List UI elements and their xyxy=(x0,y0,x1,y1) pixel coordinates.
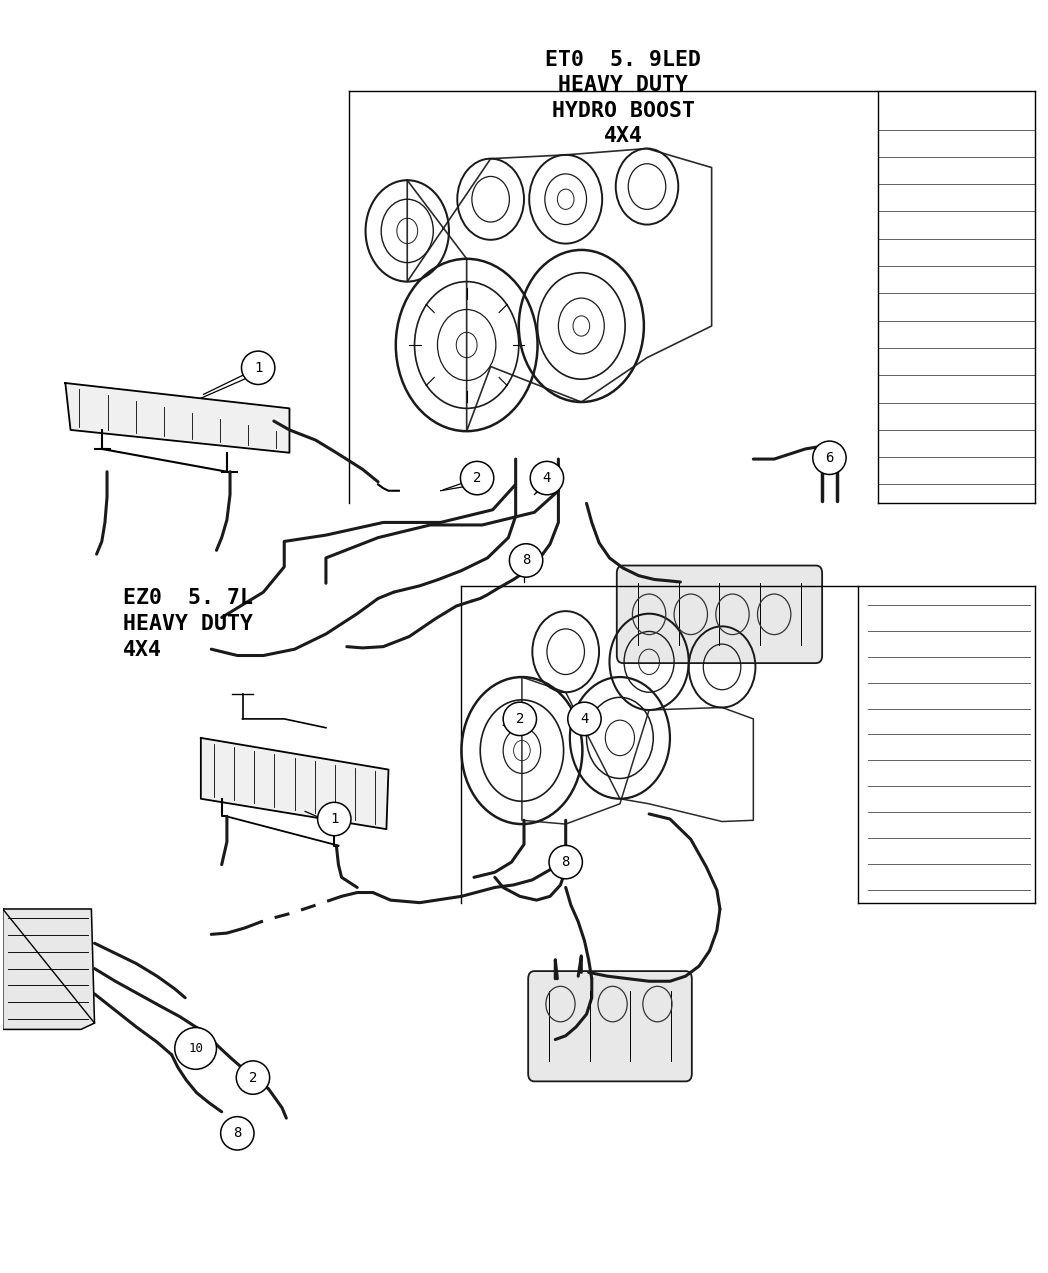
Polygon shape xyxy=(65,383,289,453)
FancyBboxPatch shape xyxy=(528,971,692,1081)
Polygon shape xyxy=(3,909,94,1030)
FancyBboxPatch shape xyxy=(461,586,1034,903)
Ellipse shape xyxy=(460,461,494,495)
Text: 10: 10 xyxy=(189,1041,203,1055)
Ellipse shape xyxy=(549,845,583,878)
FancyBboxPatch shape xyxy=(617,565,822,663)
Ellipse shape xyxy=(503,703,537,736)
Text: 4: 4 xyxy=(581,712,589,726)
Text: 6: 6 xyxy=(825,451,833,465)
Text: 8: 8 xyxy=(233,1127,241,1141)
Text: 2: 2 xyxy=(473,471,481,485)
Text: EZ0  5. 7L
HEAVY DUTY
4X4: EZ0 5. 7L HEAVY DUTY 4X4 xyxy=(123,588,253,659)
FancyBboxPatch shape xyxy=(349,88,1034,503)
Text: 2: 2 xyxy=(516,712,524,726)
Text: 1: 1 xyxy=(330,812,339,826)
Text: 8: 8 xyxy=(562,855,570,869)
Text: 2: 2 xyxy=(248,1071,257,1085)
Polygon shape xyxy=(201,738,389,829)
Text: 1: 1 xyxy=(254,360,262,374)
Ellipse shape xyxy=(318,802,351,835)
Text: 8: 8 xyxy=(522,554,530,568)
Text: ET0  5. 9LED
HEAVY DUTY
HYDRO BOOST
4X4: ET0 5. 9LED HEAVY DUTY HYDRO BOOST 4X4 xyxy=(545,50,701,146)
Ellipse shape xyxy=(813,442,846,475)
Ellipse shape xyxy=(509,544,543,577)
Ellipse shape xyxy=(175,1027,217,1069)
Ellipse shape xyxy=(221,1116,254,1150)
Ellipse shape xyxy=(236,1060,269,1095)
Text: 4: 4 xyxy=(543,471,551,485)
Ellipse shape xyxy=(241,351,275,384)
Ellipse shape xyxy=(530,461,564,495)
Ellipse shape xyxy=(568,703,602,736)
